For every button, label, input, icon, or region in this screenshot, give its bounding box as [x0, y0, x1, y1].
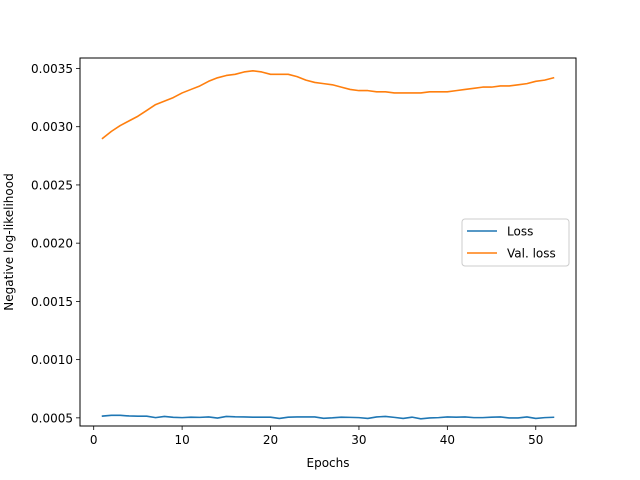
y-tick-label: 0.0030 [31, 120, 73, 134]
x-tick-label: 20 [263, 433, 278, 447]
y-axis-label: Negative log-likelihood [2, 173, 16, 310]
x-tick-label: 0 [90, 433, 98, 447]
legend: Loss Val. loss [461, 218, 570, 267]
y-tick-label: 0.0015 [31, 295, 73, 309]
x-axis-label: Epochs [307, 456, 350, 470]
legend-label-loss: Loss [507, 225, 533, 239]
legend-label-val-loss: Val. loss [507, 247, 556, 261]
series-line-val-loss [101, 70, 555, 140]
x-tick-label: 50 [528, 433, 543, 447]
axes-frame [79, 57, 577, 427]
series-line-loss [101, 414, 555, 420]
x-tick-label: 10 [174, 433, 189, 447]
x-tick-label: 30 [351, 433, 366, 447]
x-tick-label: 40 [440, 433, 455, 447]
y-tick-label: 0.0005 [31, 411, 73, 425]
y-tick-label: 0.0010 [31, 353, 73, 367]
y-tick-label: 0.0025 [31, 178, 73, 192]
y-axis: 0.0005 0.0010 0.0015 0.0020 0.0025 0.0030 0.00… [31, 62, 80, 425]
y-tick-label: 0.0035 [31, 62, 73, 76]
x-axis: 0 10 20 30 40 50 [90, 426, 543, 447]
y-tick-label: 0.0020 [31, 237, 73, 251]
plot-lines [101, 70, 555, 420]
